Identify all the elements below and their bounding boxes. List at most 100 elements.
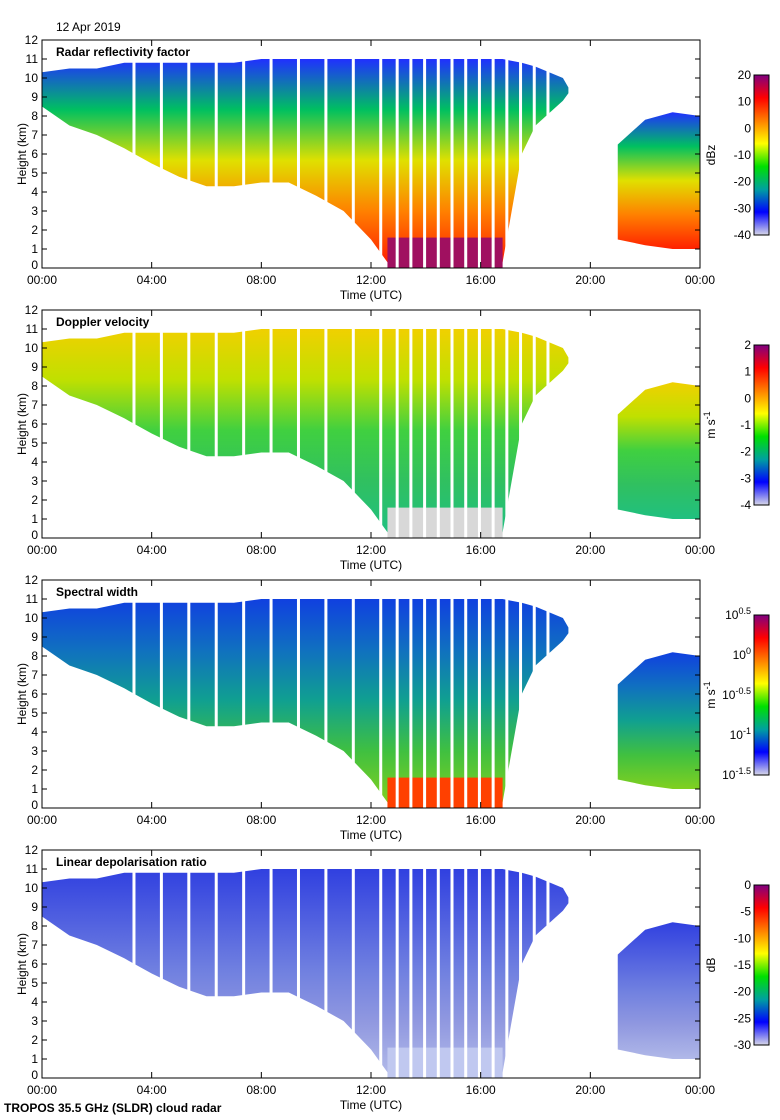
x-axis-label: Time (UTC) (340, 558, 402, 572)
colorbar-unit-exponent: -1 (702, 411, 712, 419)
tick-exponent: -0.5 (735, 686, 751, 696)
y-tick-label: 9 (31, 90, 38, 104)
y-tick-label: 8 (31, 109, 38, 123)
data-gap (423, 850, 427, 1078)
colorbar-tick-label: 100 (733, 646, 751, 662)
data-gap (450, 580, 454, 808)
x-tick-label: 08:00 (246, 273, 276, 287)
data-gap (409, 310, 413, 538)
tick-base: 10 (738, 95, 752, 109)
y-tick-label: 1 (31, 782, 38, 796)
x-tick-label: 00:00 (27, 813, 57, 827)
colorbar (753, 884, 770, 1046)
data-gap (532, 580, 536, 808)
x-tick-label: 04:00 (137, 1083, 167, 1097)
colorbar (753, 344, 770, 506)
y-tick-label: 3 (31, 744, 38, 758)
data-gap (532, 40, 536, 268)
data-gap (464, 850, 468, 1078)
data-gap (395, 850, 399, 1078)
data-gap (351, 310, 355, 538)
data-gap (296, 580, 300, 808)
data-gap (450, 310, 454, 538)
data-gap (132, 850, 136, 1078)
x-tick-label: 12:00 (356, 273, 386, 287)
tick-base: 10 (730, 728, 744, 742)
data-gap (379, 850, 383, 1078)
y-tick-label: 7 (31, 668, 38, 682)
tick-base: -15 (734, 958, 752, 972)
low-layer (387, 507, 503, 538)
tick-base: 1 (744, 365, 751, 379)
data-gap (423, 310, 427, 538)
data-gap (242, 580, 246, 808)
plot-area (42, 40, 700, 268)
data-gap (159, 40, 163, 268)
data-gap (395, 580, 399, 808)
data-gap (242, 310, 246, 538)
data-gap (132, 580, 136, 808)
data-gap (187, 40, 191, 268)
y-tick-label: 1 (31, 1052, 38, 1066)
data-gap (159, 580, 163, 808)
x-axis-label: Time (UTC) (340, 288, 402, 302)
data-gap (464, 310, 468, 538)
tick-base: -20 (734, 175, 752, 189)
data-gap (450, 850, 454, 1078)
cloud-evening (617, 922, 700, 1059)
plot-area (42, 850, 700, 1078)
y-tick-label: 12 (25, 33, 39, 47)
y-axis-label: Height (km) (15, 393, 29, 455)
tick-base: 10 (733, 648, 747, 662)
data-gap (187, 580, 191, 808)
colorbar-tick-label: 10-1.5 (722, 766, 751, 782)
x-tick-label: 08:00 (246, 813, 276, 827)
colorbar (753, 74, 770, 236)
colorbar-label: dB (704, 958, 718, 973)
x-tick-label: 00:00 (27, 1083, 57, 1097)
x-tick-label: 16:00 (466, 273, 496, 287)
colorbar-unit: dB (704, 958, 718, 973)
data-gap (324, 580, 328, 808)
cloud-main (42, 869, 569, 1073)
x-tick-label: 08:00 (246, 1083, 276, 1097)
data-gap (296, 40, 300, 268)
y-tick-label: 12 (25, 573, 39, 587)
y-tick-label: 0 (31, 258, 38, 272)
y-tick-label: 7 (31, 128, 38, 142)
data-gap (505, 580, 509, 808)
colorbar-tick-label: 10-0.5 (722, 686, 751, 702)
colorbar-tick-label: 0 (744, 121, 751, 135)
data-gap (242, 850, 246, 1078)
cloud-evening (617, 382, 700, 519)
data-gap (505, 40, 509, 268)
colorbar-tick-label: 100.5 (725, 606, 751, 622)
tick-base: -20 (734, 985, 752, 999)
data-gap (214, 580, 218, 808)
data-gap (187, 310, 191, 538)
data-gap (269, 580, 273, 808)
y-tick-label: 2 (31, 493, 38, 507)
data-gap (423, 40, 427, 268)
data-gap (379, 310, 383, 538)
data-gap (505, 850, 509, 1078)
colorbar-tick-label: 1 (744, 365, 751, 379)
colorbar-tick-label: 0 (744, 878, 751, 892)
y-tick-label: 11 (26, 322, 39, 336)
data-gap (436, 580, 440, 808)
y-tick-label: 2 (31, 763, 38, 777)
data-gap (546, 310, 550, 538)
data-gap (423, 580, 427, 808)
data-gap (379, 580, 383, 808)
data-gap (324, 310, 328, 538)
colorbar-unit: dBz (704, 145, 718, 166)
data-gap (269, 850, 273, 1078)
data-gap (296, 310, 300, 538)
data-gap (477, 580, 481, 808)
cloud-main (42, 329, 569, 533)
data-gap (324, 40, 328, 268)
x-tick-label: 16:00 (466, 813, 496, 827)
tick-base: -1 (740, 418, 751, 432)
data-gap (519, 850, 523, 1078)
